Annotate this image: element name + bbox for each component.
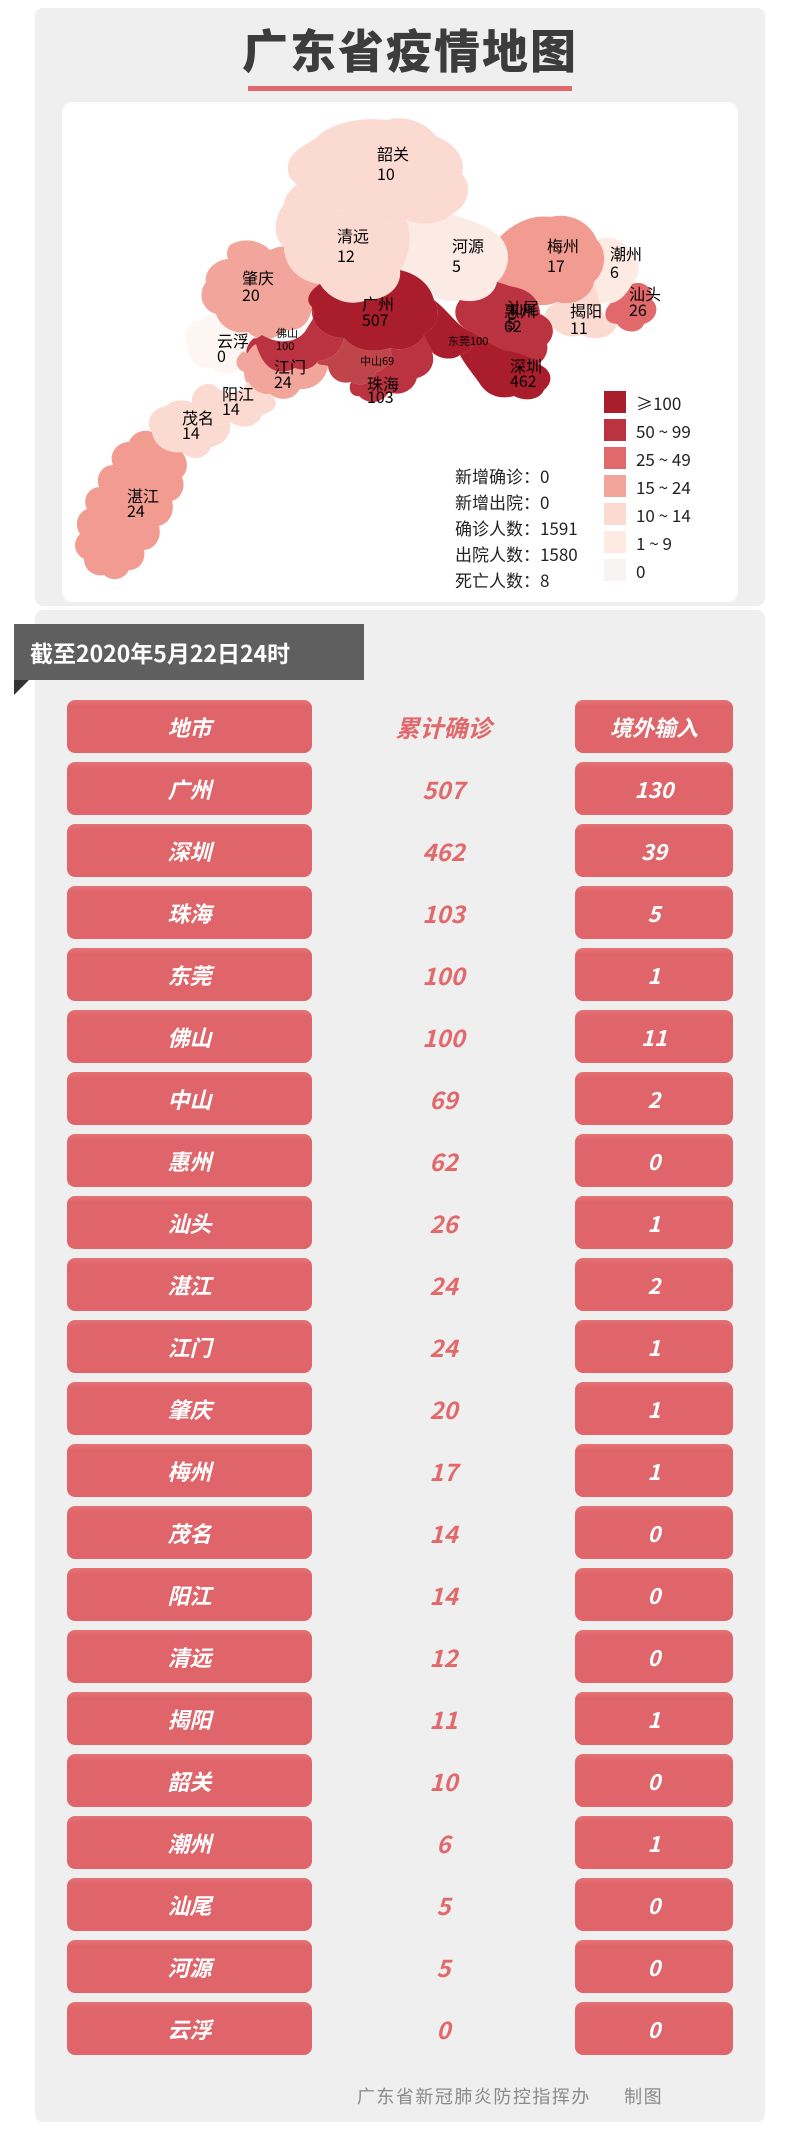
- svg-text:24: 24: [127, 498, 145, 522]
- svg-text:14: 14: [182, 420, 200, 444]
- svg-text:100: 100: [276, 338, 294, 354]
- svg-text:12: 12: [337, 243, 355, 267]
- svg-text:11: 11: [570, 315, 588, 339]
- svg-text:14: 14: [222, 396, 240, 420]
- svg-text:中山69: 中山69: [360, 353, 394, 369]
- svg-text:10: 10: [377, 161, 395, 185]
- svg-text:103: 103: [367, 384, 394, 408]
- svg-text:5: 5: [452, 253, 461, 277]
- svg-text:462: 462: [510, 368, 537, 392]
- svg-text:17: 17: [547, 253, 565, 277]
- svg-text:62: 62: [504, 313, 522, 337]
- svg-text:26: 26: [629, 297, 647, 321]
- svg-text:507: 507: [362, 307, 389, 331]
- svg-text:东莞100: 东莞100: [448, 333, 488, 349]
- svg-text:6: 6: [610, 259, 619, 283]
- svg-text:24: 24: [274, 369, 292, 393]
- svg-text:20: 20: [242, 282, 260, 306]
- svg-text:0: 0: [217, 343, 226, 367]
